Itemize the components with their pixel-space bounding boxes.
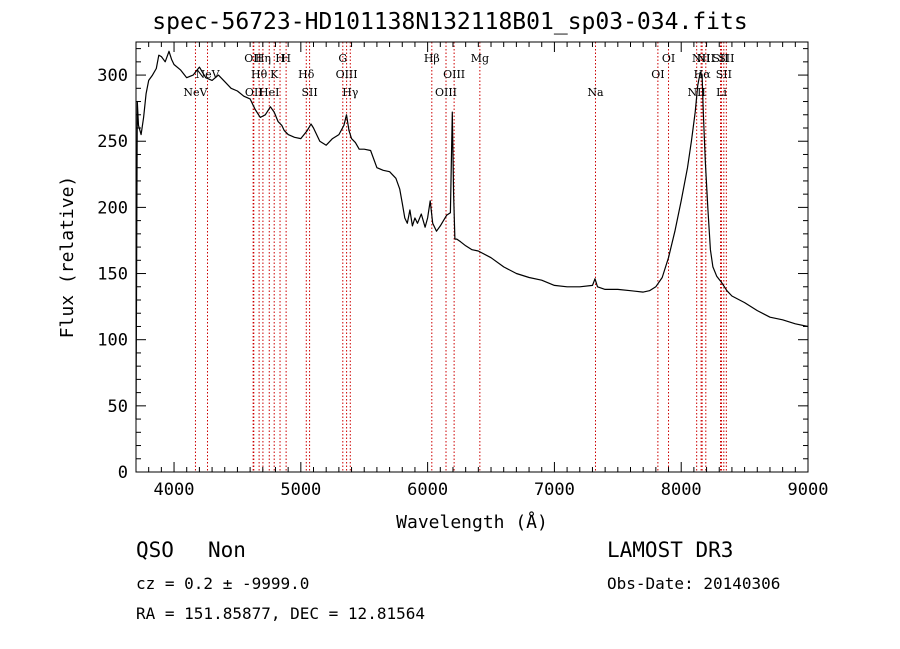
chart-title: spec-56723-HD101138N132118B01_sp03-034.f… [152, 9, 748, 35]
line-label-23: NII [692, 52, 710, 65]
line-label-12: G [338, 52, 347, 65]
line-label-13: OIII [336, 68, 358, 81]
line-label-3: OII [245, 86, 263, 99]
line-label-22: NII [688, 86, 706, 99]
y-axis-label: Flux (relative) [57, 176, 78, 339]
class-value: QSO [136, 538, 174, 562]
line-label-15: Hβ [424, 52, 440, 65]
line-label-10: Hδ [298, 68, 315, 81]
line-label-29: SII [718, 52, 734, 65]
line-label-1: NeV [195, 68, 220, 81]
line-label-20: OI [651, 68, 664, 81]
line-label-4: Hθ [251, 68, 268, 81]
obs-date: Obs-Date: 20140306 [607, 574, 781, 593]
y-tick-label-6: 300 [97, 66, 128, 86]
x-tick-label-2: 6000 [407, 480, 448, 500]
line-label-18: Mg [471, 52, 489, 65]
cz-value: cz = 0.2 ± -9999.0 [136, 574, 310, 593]
line-label-26: SII [712, 52, 728, 65]
subclass-value: Non [207, 538, 246, 562]
object-class: QSO Non [136, 538, 246, 562]
line-label-25: NII [697, 52, 715, 65]
line-label-11: SII [301, 86, 317, 99]
plot-frame [135, 41, 809, 473]
line-label-2: OII [244, 52, 262, 65]
line-label-27: Li [716, 86, 727, 99]
y-tick-label-1: 50 [108, 397, 128, 417]
line-label-24: Hα [694, 68, 712, 81]
y-tick-label-2: 100 [97, 331, 128, 351]
x-axis-label: Wavelength (Å) [396, 511, 548, 533]
line-label-21: OI [662, 52, 675, 65]
y-tick-label-0: 0 [118, 463, 128, 483]
x-tick-label-1: 5000 [280, 480, 321, 500]
line-label-19: Na [587, 86, 604, 99]
line-label-16: OIII [435, 86, 457, 99]
line-label-17: OIII [443, 68, 465, 81]
line-label-14: Hγ [342, 86, 359, 99]
line-label-0: NeV [183, 86, 208, 99]
line-label-6: HeI [259, 86, 279, 99]
x-tick-label-0: 4000 [154, 480, 195, 500]
x-tick-label-5: 9000 [788, 480, 829, 500]
spectrum-line [135, 50, 809, 420]
survey-label: LAMOST DR3 [607, 538, 734, 562]
line-label-7: K [270, 68, 279, 81]
line-label-8: H [275, 52, 285, 65]
line-label-9: H [281, 52, 291, 65]
y-tick-label-4: 200 [97, 198, 128, 218]
y-tick-label-3: 150 [97, 265, 128, 285]
x-tick-label-4: 8000 [661, 480, 702, 500]
line-label-5: Hη [255, 52, 271, 65]
ra-dec: RA = 151.85877, DEC = 12.81564 [136, 604, 425, 623]
y-tick-label-5: 250 [97, 132, 128, 152]
line-label-28: SII [716, 68, 732, 81]
x-tick-label-3: 7000 [534, 480, 575, 500]
